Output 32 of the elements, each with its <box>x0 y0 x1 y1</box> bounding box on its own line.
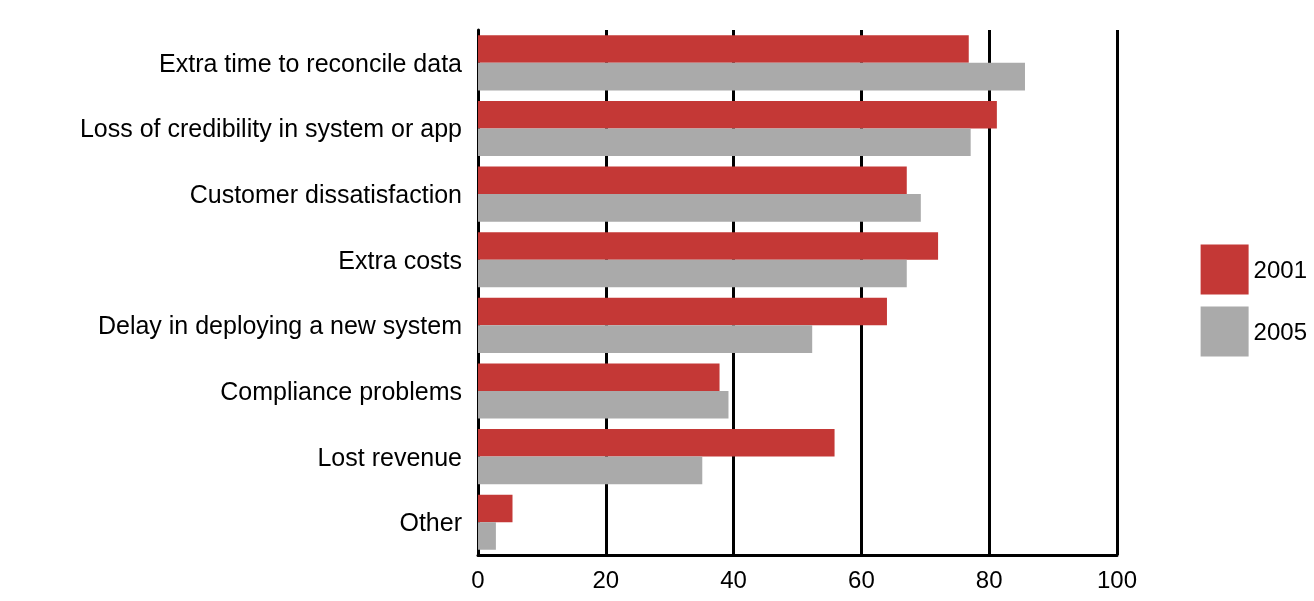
bar <box>478 62 1025 91</box>
bar <box>478 325 813 353</box>
x-tick-label: 0 <box>471 565 485 593</box>
bar <box>478 390 729 419</box>
y-tick-label: Lost revenue <box>317 442 462 471</box>
x-tick-label: 100 <box>1096 565 1138 593</box>
y-tick-label: Loss of credibility in system or app <box>79 114 462 143</box>
bar <box>478 363 720 391</box>
bar <box>478 494 513 523</box>
bar <box>478 100 997 129</box>
y-tick-label: Delay in deploying a new system <box>97 311 462 340</box>
y-tick-label: Extra time to reconcile data <box>159 48 463 77</box>
y-tick-label: Compliance problems <box>220 376 462 405</box>
x-tick-label: 60 <box>848 565 875 593</box>
bar <box>478 194 921 222</box>
y-tick-label: Other <box>399 508 462 537</box>
bar <box>478 232 939 260</box>
bar <box>478 166 907 195</box>
bar <box>478 259 907 288</box>
x-tick-label: 20 <box>592 565 620 593</box>
bar <box>478 429 835 457</box>
legend-label: 2001 <box>1253 256 1307 283</box>
bar <box>478 35 969 63</box>
x-tick-label: 80 <box>975 565 1003 593</box>
bar <box>478 456 703 485</box>
bar <box>478 522 496 550</box>
bar <box>478 128 971 156</box>
bar <box>478 297 887 326</box>
legend-label: 2005 <box>1253 318 1307 345</box>
x-tick-label: 40 <box>720 565 747 593</box>
y-tick-label: Customer dissatisfaction <box>189 180 462 209</box>
y-tick-label: Extra costs <box>338 245 462 274</box>
